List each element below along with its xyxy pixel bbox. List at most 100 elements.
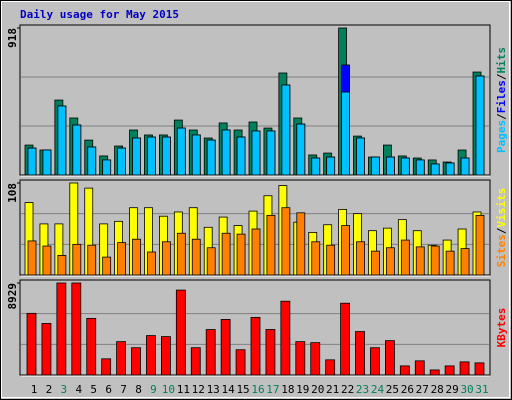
bar (266, 130, 276, 176)
bar (132, 137, 141, 176)
x-tick-label: 27 (416, 383, 429, 396)
bar (460, 248, 470, 276)
legend-separator: / (495, 73, 508, 80)
x-tick-label: 10 (162, 383, 175, 396)
legend: KBytes (495, 308, 508, 348)
bar (311, 157, 321, 176)
x-tick-label: 6 (105, 383, 112, 396)
bar (415, 159, 425, 176)
bar (161, 136, 171, 176)
bar (72, 243, 82, 276)
bar (341, 91, 351, 176)
legend-entry: Hits (495, 47, 508, 74)
x-tick-label: 3 (61, 383, 68, 396)
bar (72, 124, 82, 176)
bar (146, 335, 156, 376)
bar (325, 359, 336, 376)
bar (400, 239, 410, 276)
bar (87, 244, 97, 276)
bar (206, 139, 216, 176)
legend-entry: KBytes (495, 308, 508, 348)
bar (296, 212, 306, 276)
bar (356, 241, 365, 276)
bar (399, 365, 410, 376)
bar (42, 245, 52, 276)
bar (236, 136, 246, 176)
x-tick-label: 18 (281, 383, 294, 396)
bar (296, 123, 306, 176)
bar (117, 242, 126, 276)
bar (235, 349, 246, 376)
x-tick-label: 16 (251, 383, 264, 396)
x-tick-label: 31 (475, 383, 488, 396)
bar (26, 312, 37, 376)
bar (175, 289, 186, 376)
bar (281, 84, 291, 176)
bar (326, 244, 336, 276)
bar (251, 130, 261, 176)
chart-title: Daily usage for May 2015 (20, 8, 179, 21)
bar (474, 362, 485, 376)
y-tick-label: 8929 (6, 283, 19, 310)
bar (430, 163, 440, 176)
bar (57, 105, 67, 176)
bar (42, 149, 52, 176)
bar (205, 329, 216, 376)
x-tick-label: 21 (326, 383, 339, 396)
bar (459, 361, 470, 376)
x-tick-label: 25 (386, 383, 399, 396)
bar (102, 159, 112, 176)
legend-entry: Pages (495, 120, 508, 153)
bar (27, 147, 37, 176)
x-tick-label: 5 (90, 383, 97, 396)
bar (86, 317, 97, 376)
bar (102, 256, 112, 276)
y-tick-label: 108 (6, 183, 19, 203)
bar (371, 250, 380, 276)
x-tick-label: 29 (446, 383, 459, 396)
x-tick-label: 8 (135, 383, 142, 396)
bar (251, 228, 261, 276)
bar (220, 319, 231, 376)
y-tick-label: 918 (6, 28, 19, 48)
bar (281, 207, 291, 276)
x-tick-label: 12 (192, 383, 205, 396)
x-tick-label: 19 (296, 383, 309, 396)
legend-separator: / (495, 227, 508, 234)
x-tick-label: 26 (401, 383, 414, 396)
bar (56, 282, 67, 376)
bar (250, 316, 261, 376)
x-tick-label: 2 (46, 383, 53, 396)
bar (191, 238, 201, 276)
bar (176, 232, 186, 276)
bar (475, 214, 485, 276)
bar (131, 347, 141, 376)
x-tick-label: 24 (371, 383, 385, 396)
bar (117, 147, 126, 176)
x-tick-label: 11 (177, 383, 190, 396)
bar (147, 251, 156, 276)
bar (160, 336, 171, 376)
bar (384, 340, 395, 376)
bar (475, 75, 485, 176)
x-tick-label: 9 (150, 383, 157, 396)
bar (206, 247, 216, 276)
bar (340, 302, 351, 376)
bar (400, 157, 410, 176)
x-tick-label: 28 (431, 383, 444, 396)
bar (191, 134, 201, 176)
bar (280, 300, 291, 376)
x-tick-label: 4 (75, 383, 82, 396)
bar (57, 255, 67, 276)
x-tick-label: 15 (236, 383, 249, 396)
bar (445, 162, 455, 176)
x-tick-label: 14 (222, 383, 236, 396)
bar (295, 341, 306, 376)
bar (221, 232, 231, 276)
bar (460, 157, 470, 176)
x-tick-label: 7 (120, 383, 127, 396)
legend-entry: Files (495, 80, 508, 113)
